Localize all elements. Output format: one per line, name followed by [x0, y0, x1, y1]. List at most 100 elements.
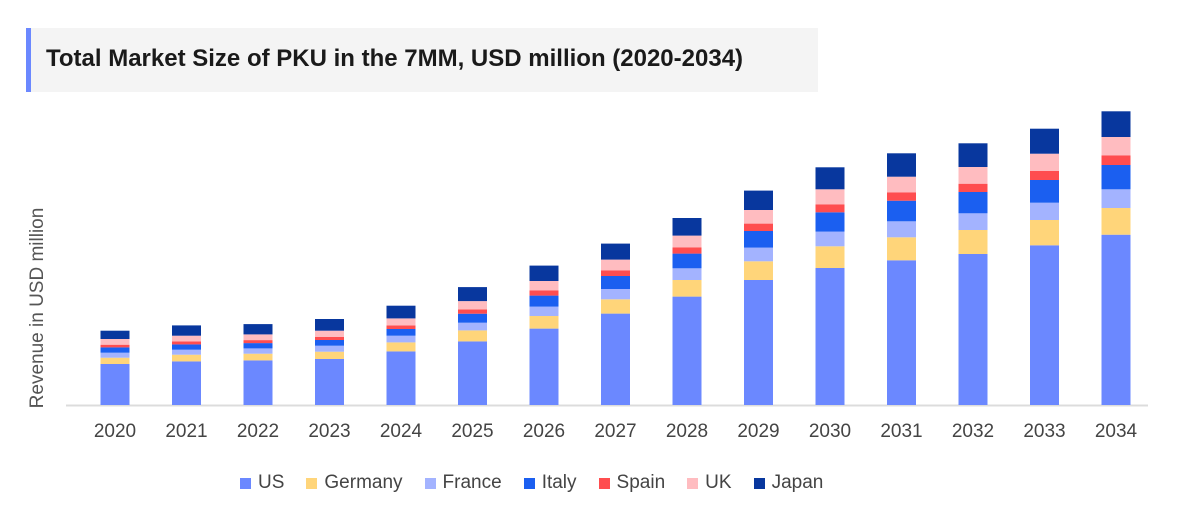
bar-segment-uk-2027	[601, 259, 630, 271]
legend-label: Spain	[616, 472, 666, 493]
bar-segment-uk-2023	[315, 330, 344, 337]
legend-label: UK	[705, 472, 732, 493]
bar-segment-spain-2032	[958, 183, 988, 192]
bar-segment-japan-2034	[1101, 111, 1131, 137]
legend-item-us: US	[240, 472, 284, 494]
bar-segment-spain-2023	[315, 337, 344, 340]
legend-item-spain: Spain	[598, 472, 666, 494]
bar-segment-germany-2024	[386, 342, 416, 352]
x-tick-label: 2023	[308, 421, 350, 442]
bar-segment-us-2032	[958, 254, 988, 405]
bar-segment-uk-2022	[243, 334, 273, 341]
bar-segment-spain-2022	[243, 340, 273, 344]
bar-segment-us-2026	[529, 328, 559, 405]
bar-segment-uk-2029	[744, 210, 773, 224]
bar-segment-france-2029	[744, 247, 773, 262]
bar-segment-japan-2031	[887, 153, 916, 177]
bar-segment-france-2028	[672, 268, 702, 280]
bar-segment-uk-2028	[672, 235, 702, 248]
bar-segment-japan-2025	[458, 287, 487, 302]
bar-segment-spain-2029	[744, 223, 773, 231]
legend-item-japan: Japan	[753, 472, 824, 494]
bar-segment-italy-2031	[887, 200, 916, 222]
legend-label: Italy	[541, 472, 577, 493]
bar-segment-italy-2025	[458, 313, 487, 323]
bar-segment-us-2033	[1030, 245, 1059, 405]
bar-segment-germany-2020	[100, 357, 130, 364]
bar-segment-france-2033	[1030, 202, 1059, 220]
bar-segment-japan-2033	[1030, 128, 1059, 154]
bar-segment-uk-2030	[815, 189, 845, 205]
bar-segment-us-2028	[672, 296, 702, 405]
x-tick-label: 2031	[880, 421, 922, 442]
bar-segment-spain-2028	[672, 247, 702, 254]
bar-segment-italy-2027	[601, 276, 630, 289]
bar-segment-france-2026	[529, 306, 559, 316]
chart-title-box: Total Market Size of PKU in the 7MM, USD…	[26, 28, 818, 92]
bar-segment-spain-2025	[458, 309, 487, 314]
legend-label: Japan	[771, 472, 824, 493]
bar-segment-uk-2033	[1030, 153, 1059, 171]
bar-segment-germany-2030	[815, 246, 845, 268]
bar-segment-japan-2029	[744, 190, 773, 210]
x-tick-label: 2033	[1023, 421, 1065, 442]
legend-item-france: France	[424, 472, 502, 494]
bar-segment-italy-2033	[1030, 180, 1059, 203]
legend-item-germany: Germany	[306, 472, 403, 494]
bar-segment-us-2022	[243, 360, 273, 405]
legend-swatch	[598, 477, 610, 489]
bar-segment-germany-2025	[458, 330, 487, 342]
bar-segment-spain-2031	[887, 192, 916, 201]
bar-segment-spain-2027	[601, 270, 630, 276]
bar-segment-japan-2028	[672, 218, 702, 236]
legend-swatch	[753, 477, 765, 489]
bar-segment-italy-2021	[172, 344, 201, 350]
x-tick-label: 2024	[380, 421, 423, 442]
bar-segment-uk-2021	[172, 335, 201, 342]
bar-segment-spain-2020	[100, 344, 130, 348]
x-tick-label: 2032	[952, 421, 994, 442]
bar-segment-us-2027	[601, 313, 630, 405]
x-tick-label: 2021	[165, 421, 207, 442]
bar-segment-germany-2034	[1101, 208, 1131, 235]
bar-segment-italy-2034	[1101, 165, 1131, 190]
bar-segment-us-2025	[458, 341, 487, 405]
bar-segment-uk-2032	[958, 167, 988, 184]
bar-segment-france-2030	[815, 231, 845, 247]
bar-segment-japan-2027	[601, 243, 630, 260]
bar-segment-italy-2030	[815, 212, 845, 232]
bar-segment-italy-2032	[958, 192, 988, 214]
bar-segment-japan-2026	[529, 265, 559, 281]
bar-segment-france-2025	[458, 322, 487, 331]
x-tick-label: 2034	[1095, 421, 1138, 442]
bar-segment-germany-2023	[315, 351, 344, 359]
bar-segment-france-2027	[601, 289, 630, 300]
bar-segment-japan-2020	[100, 330, 130, 339]
legend: US Germany France Italy Spain UK Japan	[240, 472, 845, 494]
bar-segment-germany-2026	[529, 316, 559, 329]
bar-segment-spain-2033	[1030, 171, 1059, 180]
x-tick-label: 2026	[523, 421, 565, 442]
bar-segment-germany-2032	[958, 230, 988, 254]
bar-segment-france-2020	[100, 352, 130, 358]
bar-segment-japan-2030	[815, 167, 845, 190]
x-tick-label: 2029	[737, 421, 779, 442]
bar-segment-france-2024	[386, 335, 416, 343]
legend-label: US	[258, 472, 285, 493]
bar-segment-us-2031	[887, 260, 916, 405]
bar-segment-uk-2025	[458, 301, 487, 310]
bar-segment-us-2023	[315, 359, 344, 405]
bar-segment-uk-2031	[887, 176, 916, 193]
bar-segment-france-2022	[243, 348, 273, 354]
bar-segment-germany-2031	[887, 237, 916, 261]
bar-segment-japan-2021	[172, 325, 201, 336]
bar-segment-italy-2024	[386, 329, 416, 336]
legend-swatch	[240, 477, 251, 489]
bar-segment-germany-2033	[1030, 220, 1059, 246]
bar-segment-italy-2029	[744, 231, 773, 248]
bar-segment-france-2034	[1101, 189, 1131, 208]
bar-segment-us-2030	[815, 268, 845, 405]
bar-segment-japan-2032	[958, 143, 988, 167]
bar-segment-us-2034	[1101, 234, 1131, 405]
bar-segment-uk-2034	[1101, 137, 1131, 156]
